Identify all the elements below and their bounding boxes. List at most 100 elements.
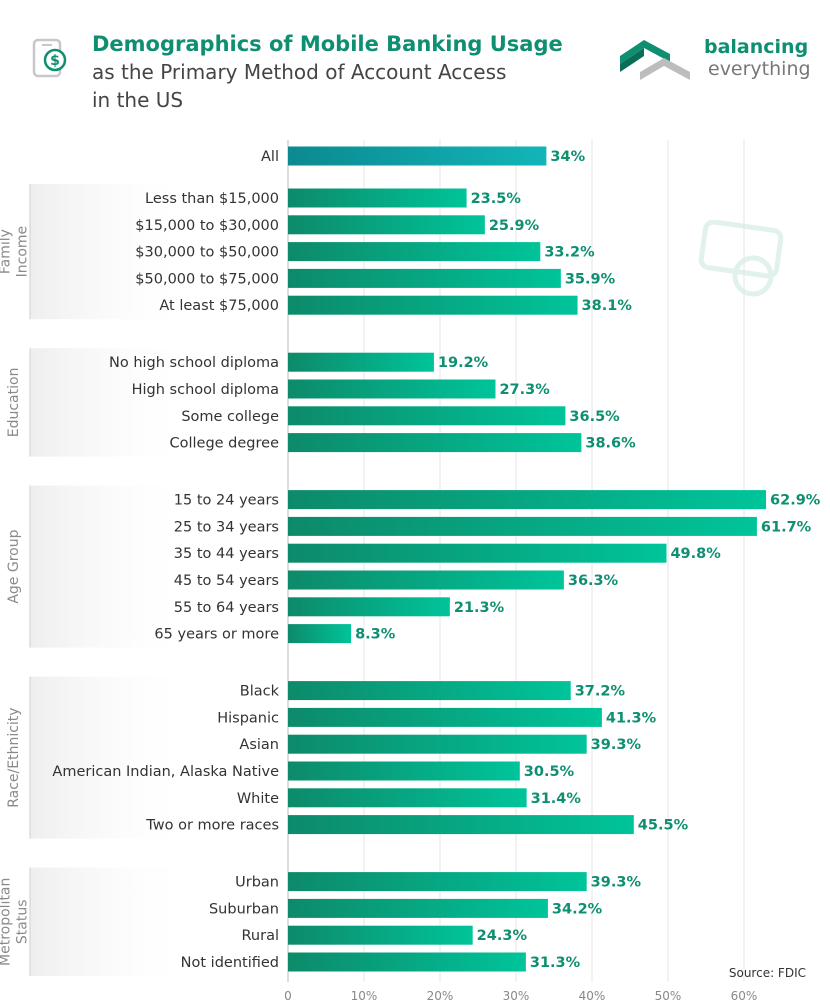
data-label: 34%: [550, 149, 585, 165]
bar: [288, 624, 352, 644]
category-label: All: [261, 149, 279, 165]
category-label: 45 to 54 years: [174, 573, 279, 589]
data-label: 21.3%: [454, 600, 505, 616]
group-label: Status: [15, 899, 31, 944]
group-label: Education: [6, 368, 22, 438]
category-label: Two or more races: [145, 818, 279, 834]
data-label: 27.3%: [499, 382, 550, 398]
bar: [288, 898, 548, 918]
group-background: [30, 184, 195, 320]
category-label: 35 to 44 years: [174, 546, 279, 562]
category-label: Rural: [242, 928, 280, 944]
data-label: 49.8%: [670, 546, 721, 562]
category-label: College degree: [169, 436, 279, 452]
data-label: 36.3%: [568, 573, 619, 589]
data-label: 45.5%: [638, 818, 689, 834]
group-background: [30, 676, 195, 839]
category-label: 25 to 34 years: [174, 519, 279, 535]
group-background: [30, 485, 195, 648]
group-label: Metropolitan: [0, 878, 14, 966]
balancing-everything-logo-icon: [620, 40, 690, 80]
svg-text:$: $: [50, 53, 60, 69]
category-label: 65 years or more: [154, 627, 279, 643]
category-label: Suburban: [209, 901, 279, 917]
category-label: $15,000 to $30,000: [135, 218, 279, 234]
category-label: $50,000 to $75,000: [135, 271, 279, 287]
chart-title: Demographics of Mobile Banking Usage: [92, 32, 563, 56]
bar: [288, 188, 467, 208]
category-label: Hispanic: [217, 710, 279, 726]
chart-subtitle-line2: in the US: [92, 88, 184, 112]
data-label: 24.3%: [477, 928, 528, 944]
category-label: Not identified: [181, 955, 279, 971]
group-background: [30, 867, 195, 976]
category-label: No high school diploma: [109, 355, 279, 371]
x-tick-label: 0: [284, 989, 292, 1003]
bar: [288, 406, 566, 426]
group-label: Income: [15, 226, 31, 278]
category-label: $30,000 to $50,000: [135, 245, 279, 261]
bar: [288, 570, 564, 590]
data-label: 61.7%: [761, 519, 812, 535]
chart-subtitle-line1: as the Primary Method of Account Access: [92, 60, 507, 84]
data-label: 25.9%: [489, 218, 540, 234]
bar: [288, 379, 496, 399]
data-label: 39.3%: [591, 875, 642, 891]
bar: [288, 925, 473, 945]
bar: [288, 681, 571, 701]
data-label: 38.1%: [582, 298, 633, 314]
bar-all: [288, 146, 547, 166]
x-tick-label: 60%: [731, 989, 758, 1003]
bar: [288, 761, 520, 781]
bar: [288, 242, 541, 262]
bar: [288, 295, 578, 315]
data-label: 41.3%: [606, 710, 657, 726]
x-tick-label: 20%: [427, 989, 454, 1003]
bar: [288, 788, 527, 808]
x-tick-label: 40%: [579, 989, 606, 1003]
category-label: Black: [240, 684, 280, 700]
group-label: Age Group: [6, 529, 22, 603]
data-label: 31.3%: [530, 955, 581, 971]
data-label: 37.2%: [575, 684, 626, 700]
data-label: 39.3%: [591, 737, 642, 753]
bar: [288, 815, 634, 835]
bar: [288, 268, 561, 288]
x-tick-label: 30%: [503, 989, 530, 1003]
data-label: 30.5%: [524, 764, 575, 780]
chart-title-block: Demographics of Mobile Banking Usage as …: [92, 30, 563, 114]
category-label: 55 to 64 years: [174, 600, 279, 616]
category-label: Less than $15,000: [145, 191, 279, 207]
bar: [288, 734, 587, 754]
bar: [288, 516, 757, 536]
data-label: 19.2%: [438, 355, 489, 371]
logo-text-balancing: balancing: [704, 36, 809, 58]
x-tick-label: 10%: [351, 989, 378, 1003]
group-label: Family: [0, 229, 14, 274]
data-label: 62.9%: [770, 493, 821, 509]
group-background: [30, 348, 195, 457]
bar: [288, 215, 485, 235]
bar: [288, 952, 526, 972]
category-label: Asian: [239, 737, 279, 753]
category-label: Urban: [235, 875, 279, 891]
data-label: 34.2%: [552, 901, 603, 917]
category-label: 15 to 24 years: [174, 493, 279, 509]
bar: [288, 543, 667, 563]
category-label: At least $75,000: [159, 298, 279, 314]
data-label: 8.3%: [355, 627, 396, 643]
bar: [288, 352, 434, 372]
logo-text-everything: everything: [708, 58, 811, 80]
data-label: 35.9%: [565, 271, 616, 287]
data-label: 38.6%: [585, 436, 636, 452]
data-label: 33.2%: [544, 245, 595, 261]
category-label: Some college: [181, 409, 279, 425]
bar: [288, 872, 587, 892]
bar: [288, 490, 767, 510]
source-note: Source: FDIC: [728, 966, 806, 980]
group-label: Race/Ethnicity: [6, 707, 22, 807]
x-tick-label: 50%: [655, 989, 682, 1003]
data-label: 36.5%: [569, 409, 620, 425]
data-label: 31.4%: [531, 791, 582, 807]
